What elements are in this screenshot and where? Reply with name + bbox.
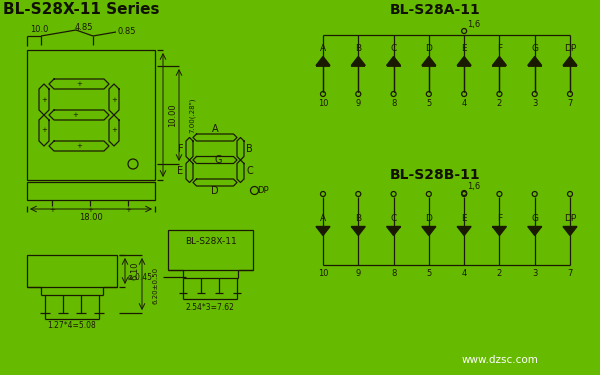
Text: 10: 10 — [318, 268, 328, 278]
Text: 4.85: 4.85 — [75, 24, 93, 33]
Text: DP: DP — [564, 44, 576, 53]
Text: +: + — [41, 128, 47, 134]
Text: 2: 2 — [497, 99, 502, 108]
Text: +: + — [49, 207, 55, 213]
Text: 9: 9 — [356, 268, 361, 278]
Text: 3: 3 — [532, 268, 538, 278]
Text: 4: 4 — [461, 99, 467, 108]
Text: 8: 8 — [391, 268, 396, 278]
Text: BL-S28X-11: BL-S28X-11 — [185, 237, 236, 246]
Text: D: D — [425, 214, 432, 223]
Polygon shape — [386, 226, 401, 236]
Bar — [27, 255, 117, 287]
Bar — [27, 50, 155, 180]
Text: D: D — [425, 44, 432, 53]
Text: F: F — [178, 144, 184, 154]
Text: D: D — [211, 186, 219, 196]
Text: 7.00(.28"): 7.00(.28") — [189, 97, 195, 133]
Polygon shape — [528, 226, 542, 236]
Text: +: + — [87, 207, 93, 213]
Text: B: B — [355, 214, 361, 223]
Text: +: + — [76, 81, 82, 87]
Text: 10: 10 — [318, 99, 328, 108]
Text: 9: 9 — [356, 99, 361, 108]
Text: ø 0.45: ø 0.45 — [128, 273, 152, 282]
Text: 0.85: 0.85 — [117, 27, 136, 36]
Polygon shape — [316, 226, 330, 236]
Text: A: A — [320, 214, 326, 223]
Text: 5: 5 — [426, 99, 431, 108]
Text: 4: 4 — [461, 268, 467, 278]
Text: 10.00: 10.00 — [169, 103, 178, 127]
Polygon shape — [316, 57, 330, 66]
Polygon shape — [422, 57, 436, 66]
Text: A: A — [212, 123, 218, 134]
Text: 2: 2 — [497, 268, 502, 278]
Text: 1,6: 1,6 — [467, 21, 481, 30]
Text: www.dzsc.com: www.dzsc.com — [461, 355, 538, 365]
Text: 7: 7 — [568, 268, 572, 278]
Text: 18.00: 18.00 — [79, 213, 103, 222]
Text: BL-S28A-11: BL-S28A-11 — [389, 3, 481, 17]
Text: BL-S28B-11: BL-S28B-11 — [389, 168, 481, 182]
Text: 8: 8 — [391, 99, 396, 108]
Text: C: C — [391, 44, 397, 53]
Polygon shape — [493, 57, 506, 66]
Text: G: G — [214, 155, 222, 165]
Text: G: G — [531, 214, 538, 223]
Text: 1.27*4=5.08: 1.27*4=5.08 — [47, 321, 97, 330]
Text: A: A — [320, 44, 326, 53]
Text: BL-S28X-11 Series: BL-S28X-11 Series — [3, 3, 160, 18]
Text: G: G — [531, 44, 538, 53]
Text: +: + — [72, 112, 78, 118]
Text: C: C — [391, 214, 397, 223]
Text: B: B — [355, 44, 361, 53]
Text: +: + — [125, 207, 131, 213]
Polygon shape — [493, 226, 506, 236]
Text: C: C — [246, 166, 253, 176]
Polygon shape — [528, 57, 542, 66]
Text: 7: 7 — [568, 99, 572, 108]
Text: 1,6: 1,6 — [467, 183, 481, 192]
Text: 3: 3 — [532, 99, 538, 108]
Text: 2.54*3=7.62: 2.54*3=7.62 — [185, 303, 235, 312]
Text: 5: 5 — [426, 268, 431, 278]
Text: DP: DP — [564, 214, 576, 223]
Text: +: + — [76, 143, 82, 149]
Text: F: F — [497, 44, 502, 53]
Text: E: E — [461, 44, 467, 53]
Text: +: + — [111, 128, 117, 134]
Text: DP: DP — [257, 186, 268, 195]
Text: 6.20±0.50: 6.20±0.50 — [153, 266, 159, 304]
Text: E: E — [178, 166, 184, 176]
Polygon shape — [351, 57, 365, 66]
Text: 6.10: 6.10 — [131, 262, 139, 280]
Polygon shape — [386, 57, 401, 66]
Bar — [168, 230, 253, 270]
Text: +: + — [41, 96, 47, 102]
Text: F: F — [497, 214, 502, 223]
Text: 10.0: 10.0 — [30, 26, 49, 34]
Bar — [27, 182, 155, 200]
Text: E: E — [461, 214, 467, 223]
Text: B: B — [246, 144, 253, 154]
Text: +: + — [111, 96, 117, 102]
Polygon shape — [457, 57, 471, 66]
Polygon shape — [457, 226, 471, 236]
Polygon shape — [563, 226, 577, 236]
Polygon shape — [351, 226, 365, 236]
Polygon shape — [563, 57, 577, 66]
Polygon shape — [422, 226, 436, 236]
